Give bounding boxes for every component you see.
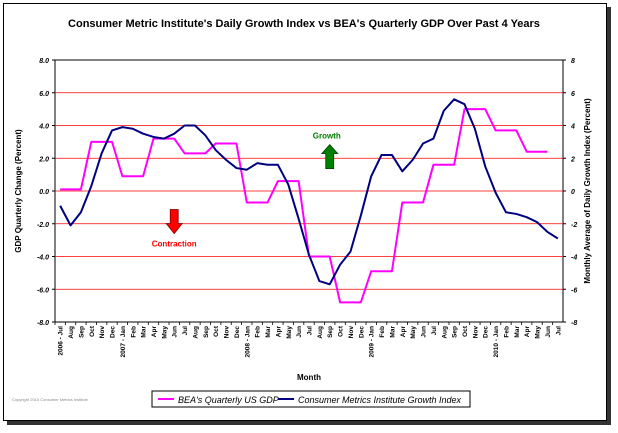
- x-tick-label: May: [286, 326, 293, 339]
- y-tick-label-right: 4: [570, 124, 575, 131]
- x-tick-label: Sep: [327, 326, 334, 338]
- series-group: [59, 98, 559, 304]
- x-tick-label: Dec: [358, 326, 365, 338]
- x-tick-label: Dec: [483, 326, 490, 338]
- x-tick-label: Jul: [555, 326, 562, 336]
- y-tick-label-right: -4: [571, 255, 577, 262]
- x-tick-label: Feb: [503, 326, 510, 338]
- y-tick-label-left: -6.0: [37, 287, 49, 294]
- x-tick-label: Apr: [524, 326, 531, 338]
- up-arrow-icon: [320, 143, 339, 170]
- x-tick-label: Sep: [78, 326, 85, 338]
- y-tick-label-left: 6.0: [39, 91, 49, 98]
- x-tick-label: Oct: [89, 325, 96, 337]
- x-tick-label: Jun: [421, 326, 428, 338]
- y-tick-label-right: -8: [571, 320, 577, 327]
- x-tick-label: Oct: [462, 325, 469, 337]
- y-tick-label-left: -8.0: [37, 320, 49, 327]
- legend-label-gdp: BEA's Quarterly US GDP: [178, 395, 279, 405]
- x-tick-label: Nov: [224, 326, 231, 339]
- x-tick-label: May: [161, 326, 168, 339]
- x-tick-label: Jun: [172, 326, 179, 338]
- x-tick-label: Apr: [275, 326, 282, 338]
- y-tick-label-right: -6: [571, 287, 577, 294]
- x-tick-label: Feb: [379, 326, 386, 338]
- chart-frame: Consumer Metric Institute's Daily Growth…: [3, 3, 607, 421]
- x-tick-label: May: [535, 326, 542, 339]
- x-tick-label: 2006 - Jul: [58, 326, 65, 356]
- y-axis-label-right: Monthly Average of Daily Growth Index (P…: [583, 98, 592, 284]
- x-tick-label: Nov: [99, 326, 106, 339]
- x-axis-label: Month: [297, 373, 321, 382]
- y-tick-label-right: 2: [570, 156, 575, 163]
- y-tick-label-left: 0.0: [39, 189, 49, 196]
- y-tick-label-right: 8: [571, 58, 575, 65]
- y-tick-label-right: -2: [571, 222, 577, 229]
- x-tick-label: Jun: [545, 326, 552, 338]
- x-tick-label: 2010 - Jan: [493, 326, 500, 357]
- x-axis: 2006 - Jul Aug Sep Oct Nov Dec 2007 - Jan Feb Ma…: [54, 322, 562, 357]
- y-tick-label-left: 2.0: [38, 156, 49, 163]
- chart: Consumer Metric Institute's Daily Growth…: [12, 18, 592, 408]
- x-tick-label: Apr: [400, 326, 407, 338]
- x-tick-label: Jul: [307, 326, 314, 336]
- x-tick-label: Feb: [130, 326, 137, 338]
- y-tick-label-left: -2.0: [37, 222, 49, 229]
- annotations: Growth Contraction: [152, 132, 341, 249]
- y-tick-label-left: -4.0: [37, 255, 49, 262]
- x-tick-label: Nov: [472, 326, 479, 339]
- x-tick-label: Oct: [213, 325, 220, 337]
- x-tick-label: Mar: [265, 326, 272, 338]
- contraction-label: Contraction: [152, 240, 197, 249]
- y-tick-label-right: 6: [571, 91, 575, 98]
- y-tick-label-left: 4.0: [38, 124, 49, 131]
- x-tick-label: Aug: [317, 326, 324, 339]
- x-tick-label: May: [410, 326, 417, 339]
- chart-title: Consumer Metric Institute's Daily Growth…: [68, 18, 540, 30]
- x-tick-label: 2008 - Jan: [244, 326, 251, 357]
- legend: BEA's Quarterly US GDP Consumer Metrics …: [151, 390, 471, 408]
- x-tick-label: Nov: [348, 326, 355, 339]
- y-axis-label-left: GDP Quarterly Change (Percent): [14, 129, 23, 253]
- down-arrow-icon: [165, 209, 184, 235]
- x-tick-label: 2007 - Jan: [120, 326, 127, 357]
- x-tick-label: Sep: [452, 326, 459, 338]
- x-tick-label: Aug: [192, 326, 199, 339]
- x-tick-label: Aug: [68, 326, 75, 339]
- legend-box: [151, 390, 471, 408]
- series-line-growth-index: [59, 98, 559, 286]
- x-tick-label: Mar: [389, 326, 396, 338]
- x-tick-label: Dec: [234, 326, 241, 338]
- y-axis-left: 8.0 6.0 4.0 2.0 0.0 -2.0 -4.0 -6.0 -8.0: [37, 58, 55, 327]
- growth-label: Growth: [313, 132, 341, 141]
- x-tick-label: Mar: [141, 326, 148, 338]
- x-tick-label: Jul: [182, 326, 189, 336]
- x-tick-label: Mar: [514, 326, 521, 338]
- y-tick-label-left: 8.0: [39, 58, 49, 65]
- legend-label-index: Consumer Metrics Institute Growth Index: [298, 395, 462, 405]
- x-tick-label: Oct: [338, 325, 345, 337]
- x-tick-label: Aug: [441, 326, 448, 339]
- x-tick-label: Dec: [110, 326, 117, 338]
- x-tick-label: Jun: [296, 326, 303, 338]
- x-tick-label: Apr: [151, 326, 158, 338]
- copyright-credit: Copyright 2010 Consumer Metrics Institut…: [12, 397, 89, 402]
- x-tick-label: Feb: [255, 326, 262, 338]
- x-tick-label: Jul: [431, 326, 438, 336]
- y-axis-right: 8 6 4 2 0 -2 -4 -6 -8: [563, 58, 577, 327]
- x-tick-label: Sep: [203, 326, 210, 338]
- x-tick-label: 2009 - Jan: [369, 326, 376, 357]
- y-tick-label-right: 0: [571, 189, 575, 196]
